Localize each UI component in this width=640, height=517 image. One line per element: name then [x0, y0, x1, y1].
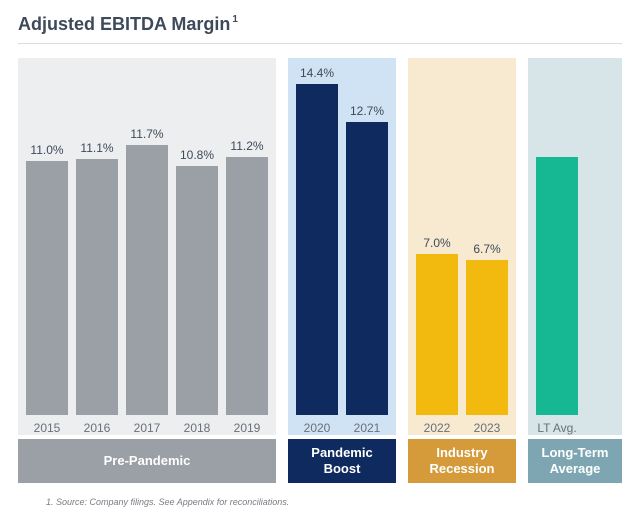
- bar-x-label: 2018: [184, 421, 211, 435]
- bar-column: LT Avg.: [536, 66, 578, 435]
- bar-value-label: 11.1%: [80, 141, 113, 155]
- bar-x-label: 2015: [34, 421, 61, 435]
- bar-x-label: 2019: [234, 421, 261, 435]
- group-label-banner: Pandemic Boost: [288, 439, 396, 483]
- group-label-banner: Industry Recession: [408, 439, 516, 483]
- bar: [536, 157, 578, 415]
- bar: [226, 157, 268, 415]
- bar-x-label: 2016: [84, 421, 111, 435]
- group-plot-area: 14.4% 2020 12.7% 2021: [288, 58, 396, 435]
- bar-column: 7.0% 2022: [416, 66, 458, 435]
- bar-column: 11.7% 2017: [126, 66, 168, 435]
- bar-column: 10.8% 2018: [176, 66, 218, 435]
- bar-x-label: 2020: [304, 421, 331, 435]
- bar-x-label: 2021: [354, 421, 381, 435]
- chart-group: 14.4% 2020 12.7% 2021 Pandemic Boost: [288, 58, 396, 483]
- bar-value-label: 12.7%: [350, 104, 384, 118]
- footnote-text: 1. Source: Company filings. See Appendix…: [46, 497, 622, 507]
- chart-group: 11.0% 2015 11.1% 2016 11.7% 2017 10.8% 2018 11.2…: [18, 58, 276, 483]
- bar-x-label: 2022: [424, 421, 451, 435]
- group-label-banner: Pre-Pandemic: [18, 439, 276, 483]
- bar-value-label: 11.2%: [230, 139, 263, 153]
- bar-value-label: 14.4%: [300, 66, 334, 80]
- group-plot-area: LT Avg.: [528, 58, 622, 435]
- bar-value-label: 11.7%: [130, 127, 163, 141]
- bar-x-label: 2017: [134, 421, 161, 435]
- bar: [26, 161, 68, 415]
- bar: [126, 145, 168, 415]
- bar: [176, 166, 218, 415]
- bar-value-label: 6.7%: [473, 242, 500, 256]
- title-rule: [18, 43, 622, 44]
- bar: [76, 159, 118, 415]
- bar-value-label: 10.8%: [180, 148, 214, 162]
- bar-value-label: 7.0%: [423, 236, 450, 250]
- title-text: Adjusted EBITDA Margin: [18, 14, 230, 35]
- bar-x-label: LT Avg.: [537, 421, 576, 435]
- bar-column: 6.7% 2023: [466, 66, 508, 435]
- group-plot-area: 11.0% 2015 11.1% 2016 11.7% 2017 10.8% 2018 11.2…: [18, 58, 276, 435]
- bar-column: 11.2% 2019: [226, 66, 268, 435]
- bar-column: 11.1% 2016: [76, 66, 118, 435]
- chart-title: Adjusted EBITDA Margin 1: [18, 14, 622, 35]
- group-label-banner: Long-Term Average: [528, 439, 622, 483]
- group-plot-area: 7.0% 2022 6.7% 2023: [408, 58, 516, 435]
- title-footnote-marker: 1: [232, 14, 238, 25]
- bar: [296, 84, 338, 415]
- bar-column: 14.4% 2020: [296, 66, 338, 435]
- bar-value-label: 11.0%: [30, 143, 63, 157]
- chart-group: 7.0% 2022 6.7% 2023 Industry Recession: [408, 58, 516, 483]
- bar-column: 11.0% 2015: [26, 66, 68, 435]
- bar-x-label: 2023: [474, 421, 501, 435]
- chart-group: LT Avg. Long-Term Average: [528, 58, 622, 483]
- bar: [416, 254, 458, 415]
- bar-column: 12.7% 2021: [346, 66, 388, 435]
- bar: [346, 122, 388, 415]
- bar-chart: 11.0% 2015 11.1% 2016 11.7% 2017 10.8% 2018 11.2…: [18, 58, 622, 483]
- bar: [466, 260, 508, 415]
